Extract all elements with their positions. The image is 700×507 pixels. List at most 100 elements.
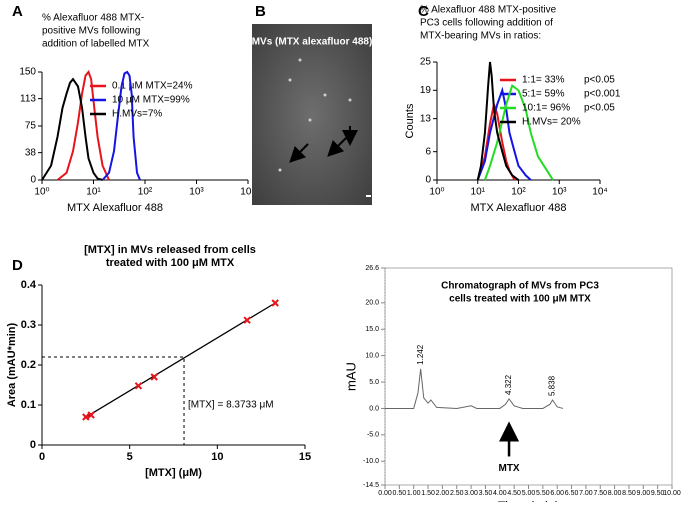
chart-title: % Alexafluor 488 MTX- (42, 13, 144, 24)
chart-title: PC3 cells following addition of (420, 18, 553, 29)
y-tick-label: 10.0 (365, 352, 379, 359)
chart-title: MTX-bearing MVs in ratios: (420, 31, 541, 42)
micrograph (252, 24, 372, 205)
y-tick-label: -5.0 (367, 432, 379, 439)
x-tick-label: 15 (299, 451, 311, 463)
x-tick-label: 1.00 (407, 490, 421, 497)
x-tick-label: 4.00 (493, 490, 507, 497)
series-line (41, 77, 103, 181)
data-point (271, 299, 279, 307)
x-axis-label: Time (min) (498, 498, 560, 502)
vesicle (288, 78, 292, 82)
x-tick-label: 9.00 (636, 490, 650, 497)
y-tick-label: 25 (420, 57, 432, 68)
legend-label: 1:1= 33% (522, 75, 565, 86)
y-tick-label: 0 (30, 439, 36, 451)
x-tick-label: 7.00 (579, 490, 593, 497)
legend-note: p<0.001 (584, 89, 621, 100)
y-tick-label: 19 (420, 85, 432, 96)
x-tick-label: 6.50 (565, 490, 579, 497)
x-tick-label: 10.00 (663, 490, 681, 497)
vesicle (298, 58, 302, 62)
x-tick-label: 10 (211, 451, 223, 463)
y-tick-label: 38 (25, 147, 37, 158)
y-tick-label: 0 (425, 175, 431, 186)
legend-note: p<0.05 (584, 75, 615, 86)
vesicle (348, 98, 352, 102)
legend-label: 5:1= 59% (522, 89, 565, 100)
x-axis-label: MTX Alexafluor 488 (67, 202, 163, 214)
peak-label: 5.838 (548, 375, 557, 396)
y-tick-label: 0.1 (21, 399, 36, 411)
y-axis-label: Area (mAU*min) (6, 322, 18, 407)
y-tick-label: 150 (19, 67, 36, 78)
x-tick-label: 3.00 (464, 490, 478, 497)
x-tick-label: 10¹ (86, 187, 101, 198)
y-axis-label: mAU (343, 362, 358, 391)
data-point (82, 413, 90, 421)
vesicle (323, 93, 327, 97)
x-tick-label: 3.50 (479, 490, 493, 497)
peak-label: 1.242 (416, 344, 425, 365)
x-tick-label: 0 (39, 451, 45, 463)
vesicle (278, 168, 282, 172)
panel-letter: C (418, 3, 429, 20)
y-tick-label: 26.6 (365, 265, 379, 272)
x-tick-label: 10³ (552, 187, 567, 198)
x-tick-label: 10¹ (471, 187, 486, 198)
y-tick-label: 0.3 (21, 319, 36, 331)
chart-title: % Alexafluor 488 MTX-positive (420, 5, 557, 16)
y-tick-label: 75 (25, 121, 37, 132)
x-tick-label: 5 (127, 451, 133, 463)
x-tick-label: 9.50 (651, 490, 665, 497)
legend-label: 10 μM MTX=99% (112, 95, 190, 106)
series-line (476, 61, 520, 181)
x-axis-label: MTX Alexafluor 488 (471, 202, 567, 214)
y-tick-label: 15.0 (365, 326, 379, 333)
x-tick-label: 10⁴ (240, 187, 255, 198)
x-tick-label: 8.50 (622, 490, 636, 497)
x-tick-label: 1.50 (421, 490, 435, 497)
x-tick-label: 0.00 (378, 490, 392, 497)
y-axis-label: Counts (404, 103, 416, 138)
image-label: MVs (MTX alexafluor 488) (252, 37, 373, 48)
x-tick-label: 6.00 (550, 490, 564, 497)
legend-label: 0.1 μM MTX=24% (112, 81, 193, 92)
chart-title: Chromatograph of MVs from PC3 (441, 281, 599, 292)
x-axis-label: [MTX] (μM) (145, 467, 202, 479)
fit-line (83, 302, 276, 419)
data-point (150, 373, 158, 381)
x-tick-label: 5.00 (522, 490, 536, 497)
y-tick-label: 0.2 (21, 359, 36, 371)
panel-letter: B (255, 3, 266, 20)
x-tick-label: 10² (138, 187, 153, 198)
series-line (101, 70, 141, 181)
x-tick-label: 10³ (189, 187, 204, 198)
y-tick-label: 5.0 (369, 379, 379, 386)
y-tick-label: 0 (30, 175, 36, 186)
x-tick-label: 5.50 (536, 490, 550, 497)
legend-label: H.MVs= 20% (522, 117, 581, 128)
chart-title: positive MVs following (42, 26, 140, 37)
y-tick-label: 20.0 (365, 300, 379, 307)
x-tick-label: 7.50 (593, 490, 607, 497)
legend-note: p<0.05 (584, 103, 615, 114)
x-tick-label: 2.50 (450, 490, 464, 497)
y-tick-label: -10.0 (363, 458, 379, 465)
x-tick-label: 10² (511, 187, 526, 198)
series-line (385, 368, 564, 409)
vesicle (308, 118, 312, 122)
peak-label: 4.322 (504, 374, 513, 395)
chart-title: cells treated with 100 μM MTX (449, 294, 591, 305)
y-tick-label: -14.5 (363, 482, 379, 489)
arrow (289, 143, 309, 163)
data-point (87, 411, 95, 419)
x-tick-label: 0.50 (393, 490, 407, 497)
panel-letter: D (12, 257, 23, 274)
y-tick-label: 0.0 (369, 405, 379, 412)
series-line (56, 70, 110, 181)
data-point (134, 382, 143, 390)
chart-title: addition of labelled MTX (42, 39, 150, 50)
data-point (243, 316, 251, 324)
